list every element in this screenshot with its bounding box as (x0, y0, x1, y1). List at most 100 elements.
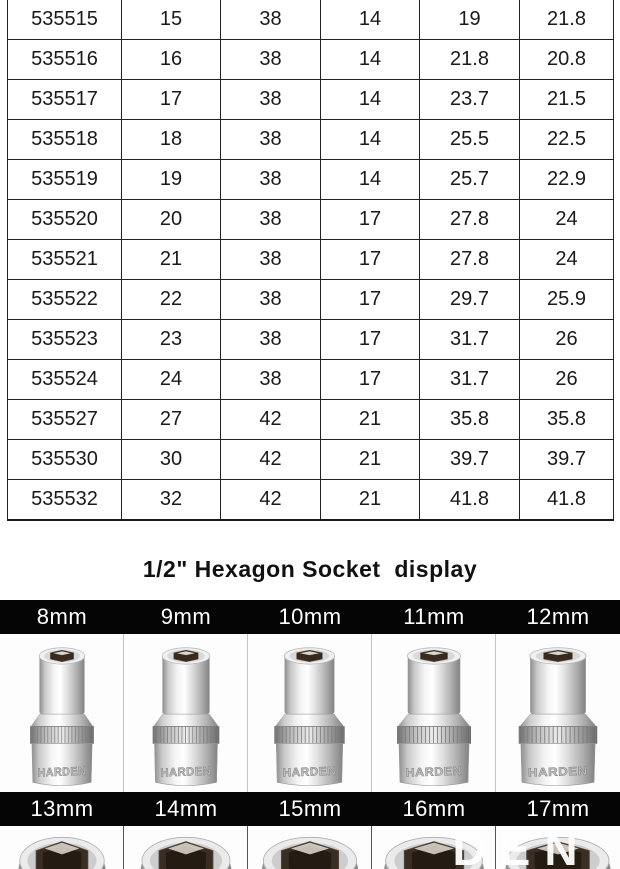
table-cell: 39.7 (519, 439, 614, 480)
table-cell: 535521 (7, 239, 122, 280)
table-cell: 38 (220, 79, 321, 120)
table-cell: 41.8 (419, 479, 520, 521)
socket-image-cell (248, 634, 372, 792)
socket-image-cell (124, 634, 248, 792)
table-cell: 21 (121, 239, 221, 280)
table-cell: 535527 (7, 399, 122, 440)
table-cell: 32 (121, 479, 221, 521)
table-cell: 16 (121, 39, 221, 80)
table-cell: 14 (320, 39, 420, 80)
table-row: 535519 19 38 14 25.7 22.9 (7, 159, 614, 200)
socket-image (262, 646, 357, 788)
table-cell: 24 (519, 239, 614, 280)
table-cell: 31.7 (419, 359, 520, 400)
table-cell: 21 (320, 439, 420, 480)
table-cell: 535532 (7, 479, 122, 521)
table-cell: 39.7 (419, 439, 520, 480)
table-cell: 535519 (7, 159, 122, 200)
table-cell: 27.8 (419, 199, 520, 240)
socket-image (136, 832, 236, 869)
table-cell: 38 (220, 359, 321, 400)
size-label: 14mm (154, 796, 218, 821)
table-cell: 41.8 (519, 479, 614, 521)
size-label: 17mm (526, 796, 590, 821)
table-cell: 25.5 (419, 119, 520, 160)
table-cell: 535520 (7, 199, 122, 240)
table-row: 535527 27 42 21 35.8 35.8 (7, 399, 614, 440)
section-title: 1/2" Hexagon Socket display (142, 556, 478, 582)
spec-table-body: 535515 15 38 14 19 21.8 535516 16 38 14 21.8 20.8 53… (7, 0, 614, 521)
table-cell: 17 (320, 279, 420, 320)
size-label: 8mm (36, 604, 88, 629)
table-row: 535515 15 38 14 19 21.8 (7, 0, 614, 40)
table-cell: 26 (519, 319, 614, 360)
socket-image (500, 832, 616, 869)
socket-image-cell (0, 634, 124, 792)
table-cell: 22.5 (519, 119, 614, 160)
table-cell: 18 (121, 119, 221, 160)
table-cell: 535530 (7, 439, 122, 480)
table-cell: 21.8 (519, 0, 614, 40)
table-cell: 17 (320, 359, 420, 400)
table-cell: 14 (320, 79, 420, 120)
socket-image (384, 646, 484, 788)
table-row: 535520 20 38 17 27.8 24 (7, 199, 614, 240)
socket-image-cell (496, 826, 620, 869)
table-cell: 21.8 (419, 39, 520, 80)
table-cell: 30 (121, 439, 221, 480)
table-cell: 27.8 (419, 239, 520, 280)
table-cell: 21 (320, 399, 420, 440)
socket-image (379, 832, 489, 869)
socket-image-cell (124, 826, 248, 869)
size-bar-row2: 13mm 14mm 15mm 16mm 17mm (0, 792, 620, 826)
table-cell: 22.9 (519, 159, 614, 200)
table-cell: 14 (320, 0, 420, 40)
table-cell: 14 (320, 119, 420, 160)
table-cell: 22 (121, 279, 221, 320)
socket-image-cell (496, 634, 620, 792)
socket-image (257, 832, 363, 869)
table-cell: 19 (419, 0, 520, 40)
socket-image (19, 646, 105, 788)
size-label: 10mm (278, 604, 342, 629)
table-cell: 29.7 (419, 279, 520, 320)
table-cell: 24 (519, 199, 614, 240)
table-row: 535532 32 42 21 41.8 41.8 (7, 479, 614, 521)
size-label: 15mm (278, 796, 342, 821)
table-cell: 23 (121, 319, 221, 360)
size-label: 11mm (403, 604, 465, 629)
table-row: 535521 21 38 17 27.8 24 (7, 239, 614, 280)
table-row: 535530 30 42 21 39.7 39.7 (7, 439, 614, 480)
table-cell: 38 (220, 39, 321, 80)
table-cell: 535522 (7, 279, 122, 320)
table-cell: 38 (220, 239, 321, 280)
table-cell: 26 (519, 359, 614, 400)
table-row: 535522 22 38 17 29.7 25.9 (7, 279, 614, 320)
socket-row-2 (0, 826, 620, 869)
table-cell: 17 (121, 79, 221, 120)
table-cell: 42 (220, 479, 321, 521)
socket-image-cell (372, 826, 496, 869)
socket-image (505, 646, 611, 788)
table-cell: 535518 (7, 119, 122, 160)
table-cell: 535516 (7, 39, 122, 80)
table-cell: 27 (121, 399, 221, 440)
size-label: 16mm (402, 796, 466, 821)
table-cell: 38 (220, 119, 321, 160)
table-cell: 25.7 (419, 159, 520, 200)
table-cell: 38 (220, 199, 321, 240)
size-label: 13mm (30, 796, 94, 821)
table-cell: 535524 (7, 359, 122, 400)
table-cell: 42 (220, 399, 321, 440)
table-cell: 17 (320, 199, 420, 240)
table-cell: 38 (220, 159, 321, 200)
table-cell: 21 (320, 479, 420, 521)
table-cell: 35.8 (419, 399, 520, 440)
table-cell: 17 (320, 319, 420, 360)
size-bar-row1: 8mm 9mm 10mm 11mm 12mm (0, 600, 620, 634)
socket-row-1 (0, 634, 620, 792)
table-cell: 535517 (7, 79, 122, 120)
table-row: 535518 18 38 14 25.5 22.5 (7, 119, 614, 160)
table-cell: 535515 (7, 0, 122, 40)
